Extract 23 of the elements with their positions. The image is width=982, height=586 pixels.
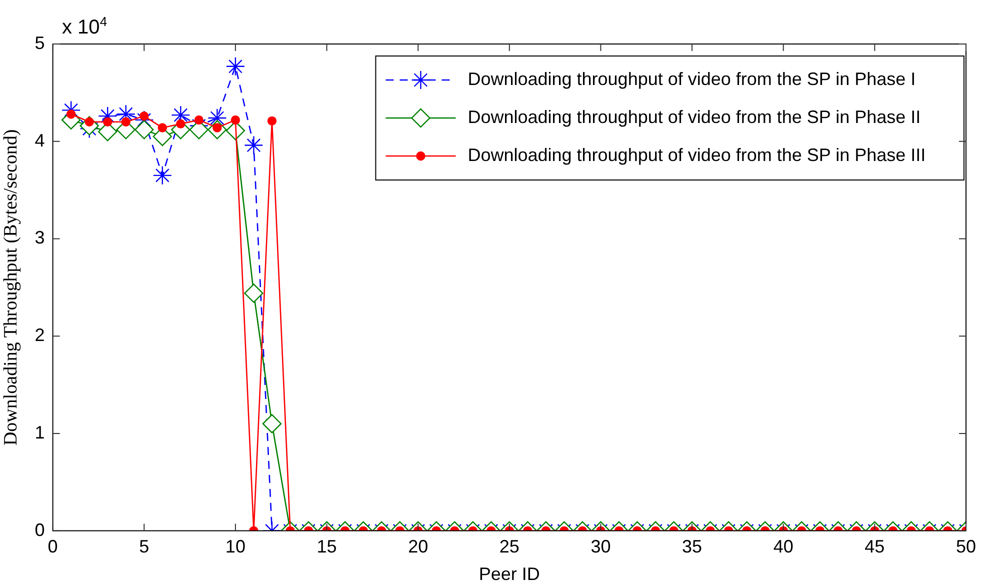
x-tick-label: 35 — [682, 536, 702, 557]
x-tick-label: 15 — [316, 536, 337, 557]
text: x 10$^{4}$ — [62, 14, 108, 40]
y-tick-label: 2 — [34, 325, 45, 346]
x-tick-label: 40 — [773, 536, 794, 557]
x-tick-label: 50 — [956, 536, 976, 557]
x-tick-label: 25 — [499, 536, 520, 557]
x-axis-title: Peer ID — [478, 564, 540, 584]
legend-label: Downloading throughput of video from the SP in Phase II — [468, 106, 921, 127]
x-tick-label: 5 — [139, 536, 150, 557]
x-tick-label: 45 — [864, 536, 885, 557]
y-tick-label: 3 — [34, 228, 45, 248]
y-tick-label: 0 — [34, 520, 45, 540]
x-tick-label: 30 — [590, 536, 611, 557]
x-tick-label: 0 — [48, 536, 58, 557]
y-tick-label: 5 — [34, 32, 45, 53]
y-axis-title: Downloading Throughput (Bytes/second) — [0, 129, 22, 446]
legend-label: Downloading throughput of video from the SP in Phase III — [468, 144, 926, 165]
legend-label: Downloading throughput of video from the SP in Phase I — [468, 68, 916, 89]
y-tick-label: 4 — [34, 130, 45, 150]
x-tick-label: 20 — [408, 536, 428, 557]
x-tick-label: 10 — [225, 536, 246, 557]
y-tick-label: 1 — [34, 422, 45, 442]
